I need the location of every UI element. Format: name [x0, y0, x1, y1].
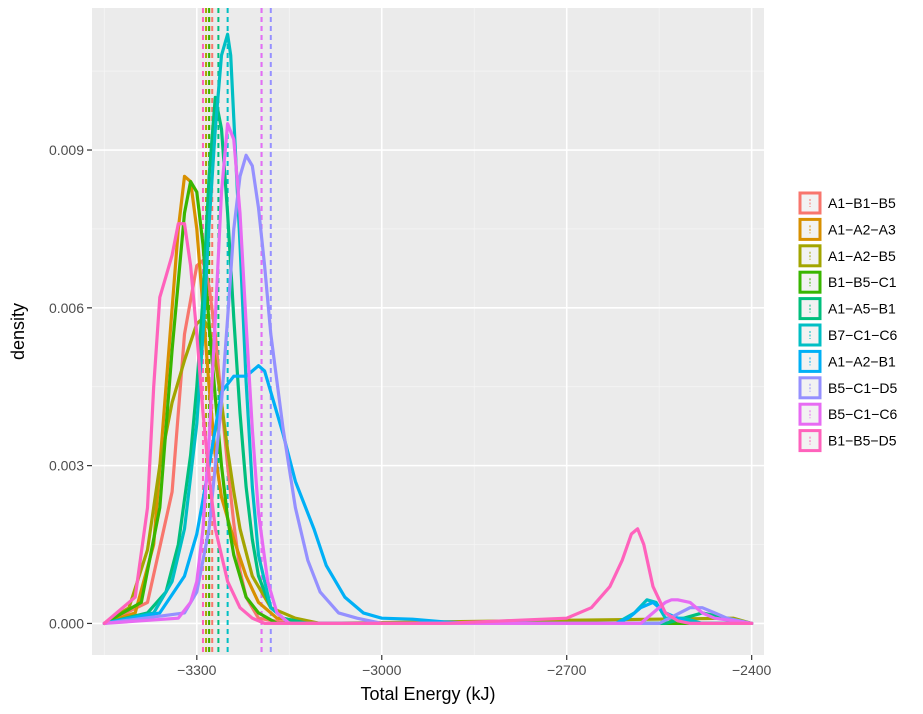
legend: A1−B1−B5 A1−A2−A3 A1−A2−B5 B1−B5−C1 A1−A5−B1…	[798, 191, 897, 453]
legend-label: A1−A5−B1	[828, 301, 896, 317]
y-tick-label: 0.000	[49, 615, 84, 631]
density-curve	[102, 153, 754, 625]
density-curve	[102, 316, 754, 625]
legend-label: B7−C1−C6	[828, 327, 897, 343]
legend-item: A1−B1−B5	[798, 191, 896, 215]
density-curve	[102, 222, 754, 625]
legend-label: A1−A2−B1	[828, 353, 896, 369]
x-tick-label: −3000	[362, 662, 402, 678]
legend-label: B5−C1−D5	[828, 380, 897, 396]
y-axis-title: density	[8, 303, 28, 360]
legend-item: B7−C1−C6	[798, 323, 897, 347]
legend-label: A1−A2−A3	[828, 221, 896, 237]
grid-lines	[92, 8, 764, 655]
x-axis-title: Total Energy (kJ)	[360, 684, 495, 704]
legend-label: A1−B1−B5	[828, 195, 896, 211]
legend-item: B1−B5−D5	[798, 429, 897, 453]
legend-item: B5−C1−C6	[798, 402, 897, 426]
legend-item: A1−A2−A3	[798, 217, 896, 241]
y-axis-ticks: 0.000 0.003 0.006 0.009	[49, 142, 92, 631]
y-tick-label: 0.009	[49, 142, 84, 158]
legend-item: B1−B5−C1	[798, 270, 897, 294]
density-curve	[102, 258, 754, 625]
legend-label: B5−C1−C6	[828, 406, 897, 422]
x-axis-ticks: −3300 −3000 −2700 −2400	[177, 655, 772, 678]
legend-item: A1−A5−B1	[798, 297, 896, 321]
legend-label: B1−B5−C1	[828, 274, 897, 290]
legend-item: B5−C1−D5	[798, 376, 897, 400]
legend-item: A1−A2−B1	[798, 349, 896, 373]
density-curve	[102, 122, 754, 625]
x-tick-label: −2400	[732, 662, 772, 678]
density-curve	[102, 174, 754, 625]
y-tick-label: 0.006	[49, 300, 84, 316]
legend-label: A1−A2−B5	[828, 248, 896, 264]
y-tick-label: 0.003	[49, 458, 84, 474]
density-curves	[102, 32, 754, 625]
legend-label: B1−B5−D5	[828, 433, 897, 449]
x-tick-label: −2700	[547, 662, 587, 678]
x-tick-label: −3300	[177, 662, 217, 678]
legend-item: A1−A2−B5	[798, 244, 896, 268]
